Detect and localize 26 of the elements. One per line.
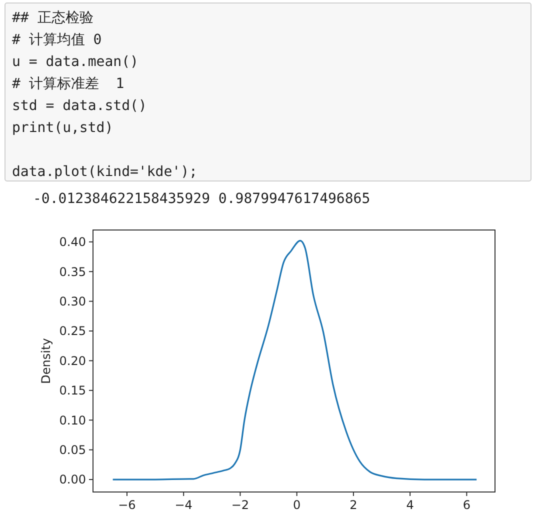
x-tick-label: −2 (231, 498, 250, 512)
x-tick-label: −6 (118, 498, 136, 512)
line-series (112, 240, 478, 480)
x-tick-label: 2 (350, 498, 358, 512)
x-tick-label: 4 (406, 498, 414, 512)
y-tick-label: 0.05 (59, 443, 86, 458)
text: u = data.mean() (12, 54, 138, 70)
y-tick-label: 0.30 (59, 294, 86, 308)
y-tick-label: 0.15 (59, 384, 86, 398)
y-tick-label: 0.35 (59, 264, 86, 279)
x-tick-label: 6 (462, 498, 471, 512)
y-tick-label: 0.40 (59, 235, 86, 250)
text: data.plot(kind='kde'); (12, 164, 198, 180)
text: # 计算均值 0 (12, 32, 102, 48)
text: # 计算标准差 1 (12, 76, 124, 92)
text: print(u,std) (12, 120, 114, 136)
text: -0.012384622158435929 0.9879947617496865 (33, 191, 370, 207)
y-tick-label: 0.25 (59, 324, 86, 338)
y-tick-label: 0.20 (59, 354, 86, 368)
y-tick-label: 0.00 (59, 472, 86, 487)
y-tick-label: 0.10 (59, 413, 86, 428)
text: std = data.std() (12, 98, 147, 114)
text: ## 正态检验 (12, 10, 94, 26)
y-axis-title: Density (39, 338, 53, 384)
x-tick-label: 0 (293, 498, 301, 512)
x-tick-label: −4 (174, 498, 192, 512)
